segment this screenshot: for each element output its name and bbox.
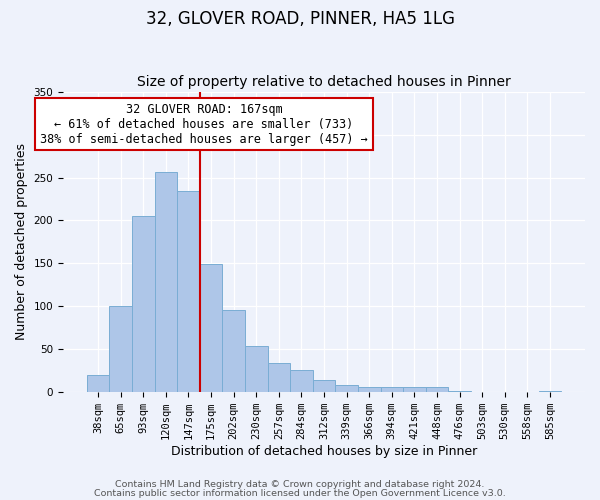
Bar — [155, 172, 177, 392]
Bar — [403, 386, 425, 392]
Bar — [448, 391, 471, 392]
Bar — [313, 380, 335, 392]
Text: Contains HM Land Registry data © Crown copyright and database right 2024.: Contains HM Land Registry data © Crown c… — [115, 480, 485, 489]
Text: Contains public sector information licensed under the Open Government Licence v3: Contains public sector information licen… — [94, 490, 506, 498]
Y-axis label: Number of detached properties: Number of detached properties — [15, 144, 28, 340]
Bar — [87, 376, 109, 392]
Bar — [223, 310, 245, 392]
Bar — [539, 391, 561, 392]
Bar — [177, 190, 200, 392]
Bar — [132, 216, 155, 392]
Text: 32, GLOVER ROAD, PINNER, HA5 1LG: 32, GLOVER ROAD, PINNER, HA5 1LG — [146, 10, 455, 28]
Text: 32 GLOVER ROAD: 167sqm
← 61% of detached houses are smaller (733)
38% of semi-de: 32 GLOVER ROAD: 167sqm ← 61% of detached… — [40, 102, 368, 146]
Bar — [200, 264, 223, 392]
X-axis label: Distribution of detached houses by size in Pinner: Distribution of detached houses by size … — [171, 444, 477, 458]
Bar — [358, 388, 380, 392]
Bar — [335, 385, 358, 392]
Bar — [290, 370, 313, 392]
Bar — [380, 388, 403, 392]
Bar — [245, 346, 268, 392]
Bar — [109, 306, 132, 392]
Title: Size of property relative to detached houses in Pinner: Size of property relative to detached ho… — [137, 76, 511, 90]
Bar — [425, 388, 448, 392]
Bar — [268, 364, 290, 392]
